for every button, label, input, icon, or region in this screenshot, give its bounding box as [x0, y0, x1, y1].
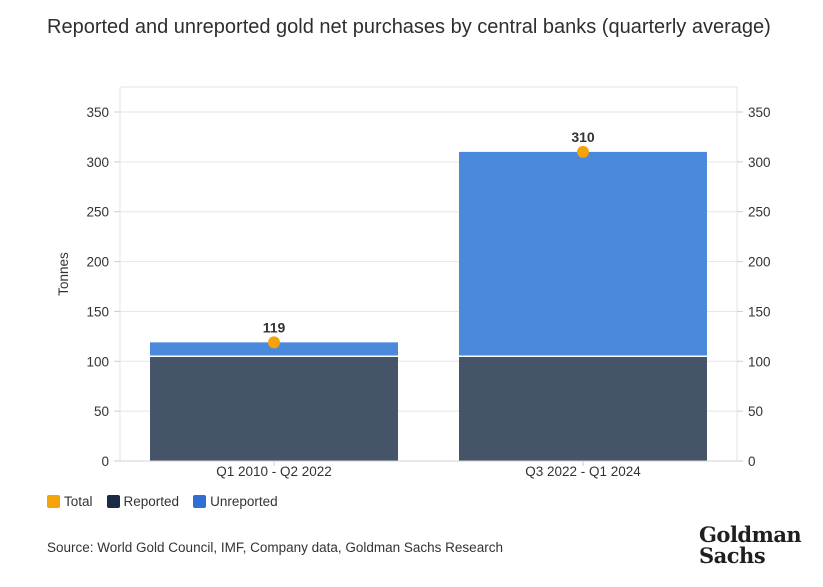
y-tick-label-left: 200	[86, 255, 109, 270]
y-tick-label-right: 350	[748, 105, 771, 120]
y-tick-label-left: 50	[94, 404, 109, 419]
legend-label-unreported: Unreported	[210, 494, 278, 509]
legend-label-total: Total	[64, 494, 93, 509]
logo-line-2: Sachs	[699, 543, 766, 568]
y-tick-label-left: 250	[86, 205, 109, 220]
logo-line-1: Goldman	[699, 522, 802, 547]
source-note: Source: World Gold Council, IMF, Company…	[47, 540, 503, 555]
y-tick-label-right: 250	[748, 205, 771, 220]
data-label-total-1: 310	[571, 129, 595, 145]
y-tick-label-left: 100	[86, 354, 109, 369]
legend-swatch-total	[47, 495, 60, 508]
legend-item-unreported: Unreported	[193, 494, 278, 509]
x-tick-label: Q3 2022 - Q1 2024	[525, 464, 641, 479]
legend-item-total: Total	[47, 494, 93, 509]
total-marker-1	[577, 145, 589, 158]
y-tick-label-left: 300	[86, 155, 109, 170]
bar-reported-1	[459, 356, 707, 461]
y-axis-label: Tonnes	[56, 252, 71, 296]
data-label-total-0: 119	[263, 319, 286, 335]
legend-swatch-unreported	[193, 495, 207, 508]
y-tick-label-right: 50	[748, 404, 763, 419]
bar-reported-0	[150, 356, 398, 461]
x-tick-label: Q1 2010 - Q2 2022	[216, 464, 332, 479]
legend: Total Reported Unreported	[47, 494, 292, 509]
legend-label-reported: Reported	[123, 494, 180, 509]
y-tick-label-right: 100	[748, 354, 771, 369]
y-tick-label-right: 300	[748, 155, 771, 170]
bar-unreported-1	[459, 151, 707, 357]
total-marker-0	[268, 336, 280, 349]
chart-title: Reported and unreported gold net purchas…	[47, 16, 771, 38]
y-tick-label-right: 150	[748, 304, 771, 319]
y-tick-label-right: 200	[748, 255, 771, 270]
legend-item-reported: Reported	[106, 494, 180, 509]
goldman-sachs-logo: Goldman Sachs	[699, 522, 802, 568]
legend-swatch-reported	[106, 495, 120, 508]
bar-unreported-0	[150, 342, 398, 357]
y-tick-label-right: 0	[748, 454, 756, 469]
y-tick-label-left: 0	[101, 454, 109, 469]
y-tick-label-left: 350	[86, 105, 109, 120]
y-tick-label-left: 150	[86, 304, 109, 319]
